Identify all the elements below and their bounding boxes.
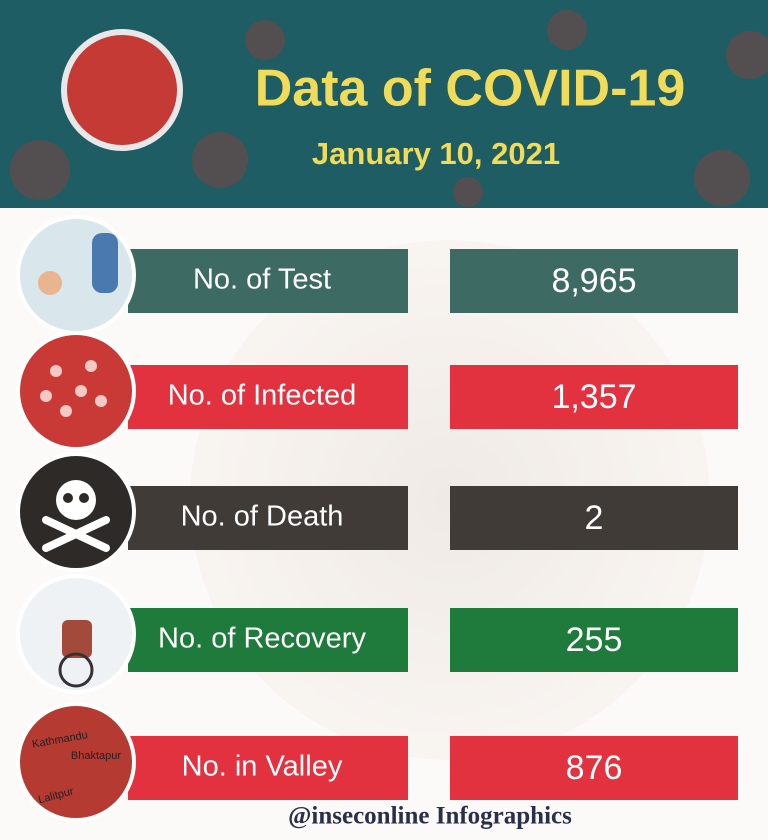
value-box xyxy=(450,365,738,429)
value-box xyxy=(450,608,738,672)
skull-eye xyxy=(63,493,73,503)
value-box xyxy=(450,736,738,800)
row-label: No. of Recovery xyxy=(158,623,366,655)
title: Data of COVID-19 xyxy=(255,60,686,118)
virus-icon xyxy=(694,150,750,206)
virus-icon xyxy=(453,177,483,207)
virus-icon xyxy=(245,20,285,60)
crossbones xyxy=(42,516,110,552)
value-box xyxy=(450,249,738,313)
row-label: No. in Valley xyxy=(182,751,343,783)
virus-icon xyxy=(10,140,70,200)
value-box xyxy=(450,486,738,550)
virus-dot xyxy=(75,385,87,397)
virus-dot xyxy=(85,360,97,372)
row-value: 1,357 xyxy=(551,378,636,416)
virus-icon xyxy=(61,29,183,151)
map-label: Bhaktapur xyxy=(71,750,121,762)
wheelchair-person xyxy=(62,620,92,658)
label-box xyxy=(128,249,408,313)
virus-dot xyxy=(95,395,107,407)
icon-circle xyxy=(16,702,136,822)
virus-icon xyxy=(547,10,587,50)
person-head xyxy=(38,271,62,295)
virus-icon xyxy=(192,132,248,188)
health-worker xyxy=(92,233,118,293)
wheel xyxy=(58,652,94,688)
row-value: 255 xyxy=(566,621,623,659)
virus-dot xyxy=(50,365,62,377)
skull-eye xyxy=(79,493,89,503)
virus-icon xyxy=(726,31,768,79)
label-box xyxy=(128,736,408,800)
row-value: 2 xyxy=(585,499,604,537)
row-value: 876 xyxy=(566,749,623,787)
virus-dot xyxy=(60,405,72,417)
row-label: No. of Death xyxy=(181,501,344,533)
row-label: No. of Test xyxy=(193,264,331,296)
date: January 10, 2021 xyxy=(312,136,560,171)
credit: @inseconline Infographics xyxy=(288,803,572,830)
header-viruses xyxy=(10,10,768,207)
skull xyxy=(56,480,96,520)
row-label: No. of Infected xyxy=(168,380,357,412)
label-box xyxy=(128,365,408,429)
label-box xyxy=(128,486,408,550)
virus-dot xyxy=(40,390,52,402)
row-value: 8,965 xyxy=(551,262,636,300)
rows: No. of Test 8,965 No. of Infected 1,357 No. … xyxy=(16,215,738,822)
label-box xyxy=(128,608,408,672)
